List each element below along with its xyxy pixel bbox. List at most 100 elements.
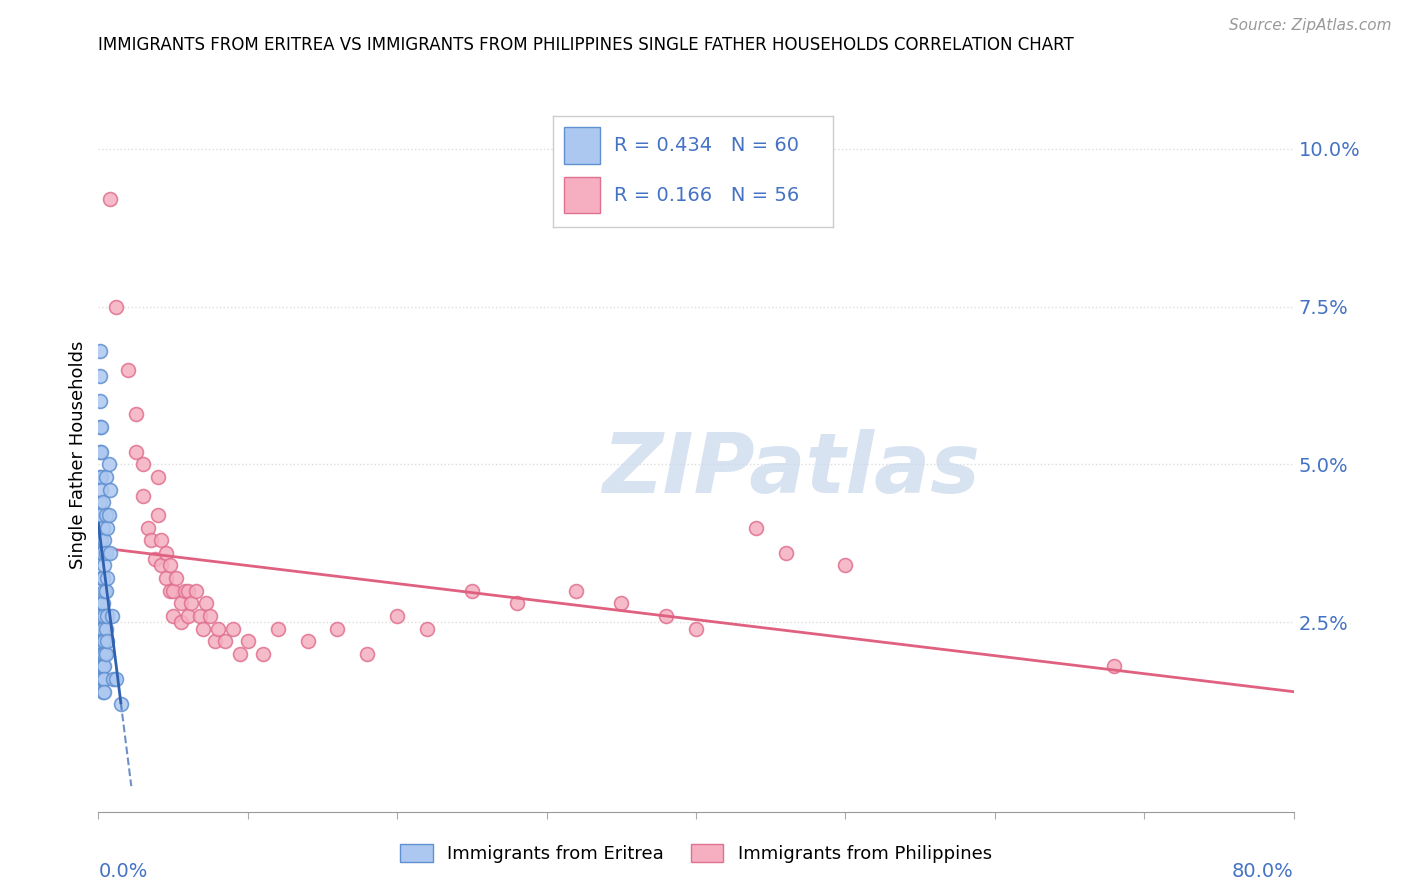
Text: 0.0%: 0.0% (98, 863, 148, 881)
Point (177, 609, 200, 624)
Point (91, 596, 114, 610)
Point (97, 508, 120, 522)
Point (326, 622, 349, 636)
Point (155, 546, 177, 560)
Point (125, 407, 148, 421)
Point (96, 634, 118, 648)
Point (204, 634, 226, 648)
Point (136, 520, 159, 534)
Legend: Immigrants from Eritrea, Immigrants from Philippines: Immigrants from Eritrea, Immigrants from… (392, 837, 1000, 871)
Point (89, 343, 111, 358)
Point (93, 684, 115, 698)
Point (834, 558, 856, 573)
Point (100, 192, 122, 206)
Point (90, 672, 112, 686)
Point (267, 622, 290, 636)
Point (89, 394, 111, 409)
Point (90, 622, 112, 636)
Point (93, 583, 115, 598)
Point (125, 444, 148, 458)
Point (775, 546, 797, 560)
Point (91, 520, 114, 534)
Point (96, 609, 118, 624)
Point (105, 300, 128, 314)
Point (252, 647, 274, 661)
Point (159, 558, 181, 573)
Point (90, 596, 112, 610)
Point (143, 552, 166, 566)
Point (236, 634, 259, 648)
Point (139, 533, 162, 548)
Point (188, 609, 211, 624)
Point (89, 470, 111, 484)
Text: IMMIGRANTS FROM ERITREA VS IMMIGRANTS FROM PHILIPPINES SINGLE FATHER HOUSEHOLDS : IMMIGRANTS FROM ERITREA VS IMMIGRANTS FR… (98, 36, 1074, 54)
Point (150, 533, 173, 548)
Point (685, 622, 707, 636)
Point (565, 583, 588, 598)
Point (91, 684, 114, 698)
Point (100, 483, 122, 497)
Point (385, 609, 409, 624)
Point (506, 596, 529, 610)
Point (105, 672, 128, 686)
Point (207, 622, 229, 636)
Point (90, 470, 112, 484)
Point (90, 609, 112, 624)
Point (162, 609, 184, 624)
Point (214, 634, 236, 648)
Point (94, 647, 117, 661)
Point (94, 508, 117, 522)
Point (90, 483, 112, 497)
Point (180, 596, 202, 610)
Point (169, 615, 191, 630)
Point (148, 508, 170, 522)
Point (745, 520, 768, 534)
Point (96, 571, 118, 585)
Point (174, 583, 197, 598)
Point (93, 647, 115, 661)
Point (94, 470, 117, 484)
Point (191, 622, 214, 636)
Y-axis label: Single Father Households: Single Father Households (69, 341, 87, 569)
Point (103, 672, 125, 686)
Point (416, 622, 439, 636)
Point (132, 489, 155, 503)
Text: 80.0%: 80.0% (1232, 863, 1294, 881)
Text: ZIPatlas: ZIPatlas (603, 429, 980, 509)
Point (165, 571, 187, 585)
Point (91, 495, 114, 509)
Point (91, 622, 114, 636)
Point (184, 583, 207, 598)
Point (96, 520, 118, 534)
Point (90, 508, 112, 522)
Point (195, 596, 218, 610)
Point (89, 419, 111, 434)
Point (90, 571, 112, 585)
Point (159, 583, 181, 598)
Point (461, 583, 484, 598)
Point (89, 369, 111, 384)
Point (101, 609, 124, 624)
Point (91, 647, 114, 661)
Point (132, 458, 155, 472)
Point (100, 546, 122, 560)
Point (93, 609, 115, 624)
Point (93, 634, 115, 648)
Point (655, 609, 678, 624)
Point (90, 444, 112, 458)
Point (93, 533, 115, 548)
Point (89, 444, 111, 458)
Text: Source: ZipAtlas.com: Source: ZipAtlas.com (1229, 18, 1392, 33)
Point (162, 583, 184, 598)
Point (94, 622, 117, 636)
Point (90, 647, 112, 661)
Point (297, 634, 319, 648)
Point (89, 495, 111, 509)
Point (97, 458, 120, 472)
Point (90, 659, 112, 673)
Point (91, 634, 114, 648)
Point (93, 659, 115, 673)
Point (94, 583, 117, 598)
Point (155, 571, 177, 585)
Point (117, 362, 139, 376)
